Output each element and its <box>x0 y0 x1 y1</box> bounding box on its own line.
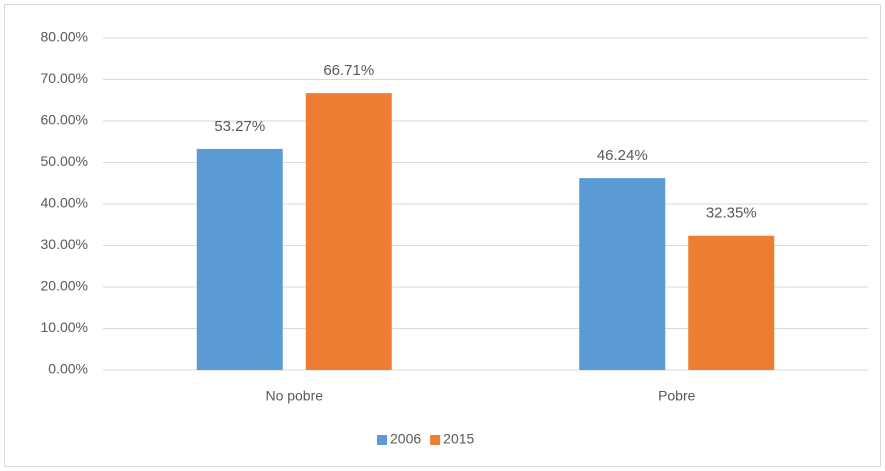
chart-frame <box>4 4 881 467</box>
y-tick-label: 60.00% <box>41 112 88 128</box>
legend-swatch <box>430 435 441 445</box>
bar <box>196 148 283 370</box>
y-tick-label: 20.00% <box>41 278 88 294</box>
y-tick-label: 10.00% <box>41 319 88 335</box>
y-tick-label: 30.00% <box>41 236 88 252</box>
data-label: 32.35% <box>706 205 757 222</box>
data-label: 53.27% <box>214 118 265 135</box>
data-label: 66.71% <box>323 62 374 79</box>
legend-swatch <box>377 435 387 445</box>
y-tick-label: 40.00% <box>41 195 88 211</box>
legend-label: 2015 <box>443 431 474 447</box>
legend-label: 2006 <box>390 431 421 447</box>
data-label: 46.24% <box>597 147 648 164</box>
bar <box>688 235 775 370</box>
bar <box>305 93 392 370</box>
bar <box>579 178 666 370</box>
y-tick-label: 50.00% <box>41 153 88 169</box>
x-tick-label: No pobre <box>265 388 323 404</box>
y-tick-label: 70.00% <box>41 70 88 86</box>
x-tick-label: Pobre <box>658 388 696 404</box>
y-tick-label: 80.00% <box>41 29 88 45</box>
y-tick-label: 0.00% <box>48 361 88 377</box>
